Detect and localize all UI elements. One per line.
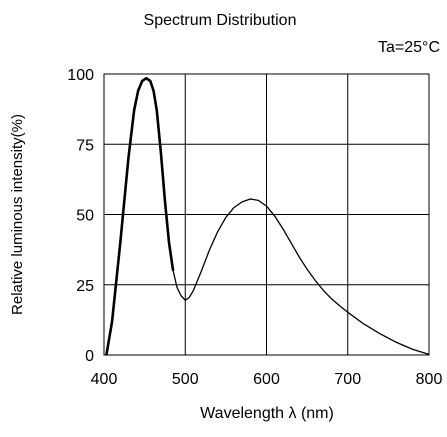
x-axis-label: Wavelength λ (nm) [200,405,334,422]
x-tick-label-500: 500 [172,371,199,388]
x-tick-label-700: 700 [334,371,361,388]
y-tick-label-50: 50 [76,208,94,225]
y-tick-label-100: 100 [67,67,94,84]
y-tick-label-0: 0 [85,348,94,365]
x-tick-label-400: 400 [91,371,118,388]
chart-title: Spectrum Distribution [144,12,297,29]
y-tick-label-25: 25 [76,278,94,295]
series-peak-emphasis [105,76,175,356]
temperature-annotation: Ta=25°C [378,39,440,56]
tick-labels: 400 500 600 700 800 0 25 50 75 100 [67,67,442,388]
series-line-spectrum [105,77,430,356]
plot-frame [103,73,430,356]
x-tick-label-800: 800 [416,371,443,388]
x-tick-label-600: 600 [253,371,280,388]
y-tick-label-75: 75 [76,137,94,154]
grid [103,73,430,356]
y-axis-label: Relative luminous intensity(%) [9,114,26,315]
